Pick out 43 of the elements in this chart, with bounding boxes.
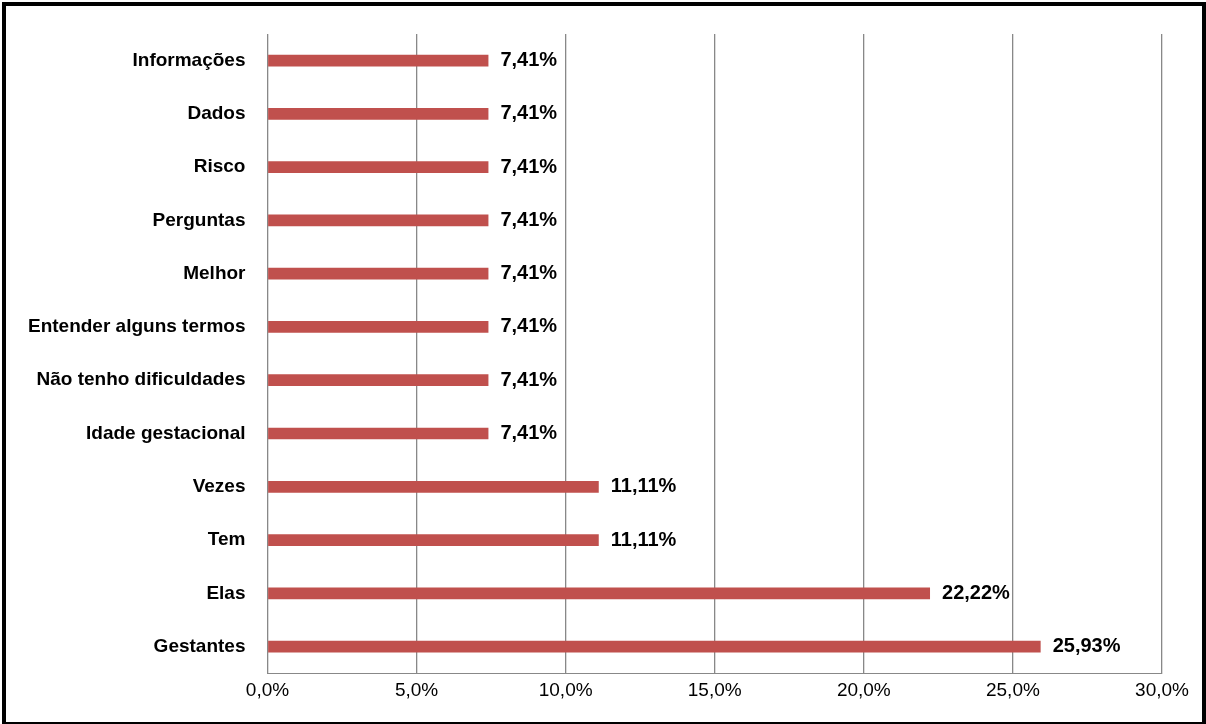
bar bbox=[268, 214, 489, 227]
y-tick-label: Perguntas bbox=[152, 208, 246, 230]
bar bbox=[268, 321, 489, 333]
bar bbox=[268, 587, 931, 600]
data-label: 7,41% bbox=[500, 367, 558, 390]
x-tick-label: 20,0% bbox=[836, 678, 891, 700]
data-label: 7,41% bbox=[500, 314, 558, 337]
data-label: 11,11% bbox=[610, 527, 677, 550]
bar bbox=[268, 427, 489, 440]
x-tick-label: 25,0% bbox=[985, 678, 1040, 700]
data-label: 7,41% bbox=[500, 261, 558, 284]
y-tick-label: Idade gestacional bbox=[86, 421, 246, 443]
bar bbox=[268, 108, 489, 120]
bar bbox=[268, 640, 1041, 653]
data-label: 11,11% bbox=[610, 474, 677, 497]
bar bbox=[268, 374, 489, 387]
bar bbox=[268, 54, 489, 67]
data-label: 7,41% bbox=[500, 154, 558, 177]
x-tick-label: 30,0% bbox=[1135, 678, 1190, 700]
y-tick-label: Melhor bbox=[183, 261, 247, 283]
data-label: 7,41% bbox=[500, 421, 558, 444]
x-tick-label: 0,0% bbox=[245, 678, 290, 700]
data-label: 7,41% bbox=[500, 48, 558, 71]
data-label: 7,41% bbox=[500, 101, 558, 124]
bar bbox=[268, 480, 599, 493]
x-tick-label: 5,0% bbox=[394, 678, 439, 700]
y-tick-label: Risco bbox=[193, 155, 246, 177]
y-tick-label: Não tenho dificuldades bbox=[36, 368, 246, 390]
x-tick-label: 10,0% bbox=[538, 678, 593, 700]
y-tick-label: Elas bbox=[206, 581, 246, 603]
y-tick-label: Vezes bbox=[192, 475, 246, 496]
data-label: 7,41% bbox=[500, 207, 558, 230]
x-tick-label: 15,0% bbox=[687, 678, 742, 700]
bar bbox=[268, 534, 599, 546]
data-label: 22,22% bbox=[942, 580, 1011, 603]
y-tick-label: Entender alguns termos bbox=[27, 315, 246, 337]
y-tick-label: Informações bbox=[132, 48, 246, 70]
bar bbox=[268, 161, 489, 174]
data-label: 25,93% bbox=[1052, 634, 1121, 657]
y-tick-label: Gestantes bbox=[153, 634, 246, 656]
y-tick-label: Tem bbox=[207, 528, 246, 550]
y-tick-label: Dados bbox=[187, 102, 246, 124]
bar bbox=[268, 267, 489, 280]
